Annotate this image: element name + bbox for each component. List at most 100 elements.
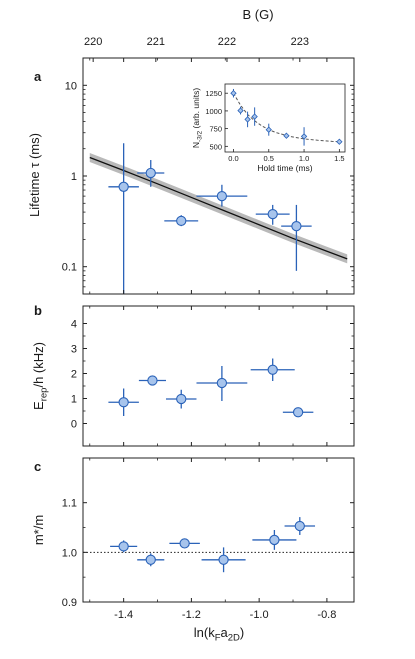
panel-b-frame bbox=[82, 305, 355, 447]
data-marker bbox=[292, 407, 304, 418]
inset-ylabel: N-3/2 (arb. units) bbox=[191, 88, 204, 148]
data-point bbox=[169, 538, 200, 549]
inset-x-tick-label: 1.0 bbox=[299, 154, 309, 163]
data-point bbox=[255, 204, 290, 225]
y-tick-label: 0.9 bbox=[62, 597, 77, 609]
y-tick-label: 1 bbox=[71, 394, 77, 406]
data-point bbox=[137, 553, 165, 567]
data-point bbox=[196, 184, 248, 207]
inset-marker bbox=[265, 126, 272, 133]
data-marker bbox=[145, 167, 156, 179]
data-point bbox=[284, 517, 316, 535]
top-tick-label: 222 bbox=[218, 36, 236, 48]
inset-frame bbox=[224, 83, 346, 153]
data-marker bbox=[176, 393, 187, 405]
top-tick-label: 223 bbox=[291, 36, 309, 48]
data-marker bbox=[216, 190, 228, 202]
data-point bbox=[137, 160, 165, 187]
panel-b-letter: b bbox=[34, 303, 42, 318]
y-tick-label: 0 bbox=[71, 419, 77, 431]
data-marker bbox=[267, 364, 278, 375]
panel-c: c 0.9 1.0 1.1 m*/m bbox=[31, 457, 355, 609]
data-point bbox=[252, 530, 297, 550]
fit-line bbox=[89, 156, 348, 260]
data-point bbox=[281, 204, 312, 271]
inset-y-tick-label: 500 bbox=[209, 142, 222, 151]
x-tick-label: -1.0 bbox=[250, 609, 269, 621]
panel-c-frame bbox=[82, 457, 355, 603]
top-axis: 220 221 222 223 B (G) bbox=[84, 7, 309, 48]
inset-marker bbox=[244, 116, 251, 123]
data-point bbox=[250, 358, 295, 381]
inset-chart: 0.0 0.5 1.0 1.5 500 750 1000 1250 Hold time (ms… bbox=[191, 83, 346, 173]
data-marker bbox=[294, 520, 305, 532]
top-tick-label: 220 bbox=[84, 36, 102, 48]
inset-x-tick-label: 0.5 bbox=[264, 154, 274, 163]
inset-marker bbox=[237, 107, 244, 114]
y-tick-label: 10 bbox=[65, 80, 77, 92]
panel-b: b 0 1 2 3 4 Erep/h (kHz) bbox=[31, 303, 355, 447]
inset-data-point bbox=[265, 123, 272, 136]
inset-data-point bbox=[300, 127, 308, 146]
data-marker bbox=[267, 208, 278, 220]
y-tick-label: 4 bbox=[71, 319, 77, 331]
panel-c-letter: c bbox=[34, 459, 41, 474]
data-marker bbox=[269, 534, 280, 546]
x-tick-label: -1.4 bbox=[114, 609, 133, 621]
data-marker bbox=[218, 554, 229, 565]
y-tick-label: 3 bbox=[71, 344, 77, 356]
data-point bbox=[201, 547, 246, 573]
bottom-axis-title: ln(kFa2D) bbox=[194, 625, 245, 644]
inset-data-point bbox=[237, 106, 244, 115]
panel-a: a 0.1 1 10 Lifetime τ (ms) 0.0 0.5 1.0 1.5 500… bbox=[27, 57, 355, 295]
x-tick-label: -1.2 bbox=[182, 609, 201, 621]
y-tick-label: 2 bbox=[71, 369, 77, 381]
bottom-axis: -1.4 -1.2 -1.0 -0.8 ln(kFa2D) bbox=[114, 609, 336, 644]
panel-a-ylabel: Lifetime τ (ms) bbox=[27, 133, 42, 217]
data-point bbox=[108, 143, 139, 294]
inset-x-tick-label: 1.5 bbox=[334, 154, 344, 163]
inset-data-point bbox=[283, 132, 290, 139]
data-point bbox=[138, 375, 166, 386]
inset-fit-line bbox=[233, 92, 340, 143]
data-point bbox=[108, 388, 139, 416]
inset-data-point bbox=[230, 88, 237, 98]
inset-marker bbox=[230, 90, 237, 97]
inset-y-tick-label: 750 bbox=[209, 125, 222, 134]
panel-b-ylabel: Erep/h (kHz) bbox=[31, 342, 50, 410]
panel-a-letter: a bbox=[34, 69, 42, 84]
data-point bbox=[165, 389, 197, 409]
data-marker bbox=[118, 541, 129, 552]
data-marker bbox=[118, 397, 129, 408]
inset-marker bbox=[300, 133, 308, 140]
data-marker bbox=[176, 215, 187, 227]
inset-data-point bbox=[251, 107, 258, 126]
inset-y-tick-label: 1250 bbox=[205, 89, 222, 98]
x-tick-label: -0.8 bbox=[317, 609, 336, 621]
data-marker bbox=[145, 554, 156, 565]
data-marker bbox=[118, 181, 129, 192]
data-point bbox=[282, 407, 314, 418]
inset-y-tick-label: 1000 bbox=[205, 107, 222, 116]
y-tick-label: 0.1 bbox=[62, 262, 77, 274]
y-tick-label: 1.0 bbox=[62, 547, 77, 559]
inset-marker bbox=[336, 138, 343, 145]
data-marker bbox=[216, 377, 228, 389]
data-point bbox=[164, 215, 199, 227]
data-marker bbox=[147, 375, 158, 386]
y-tick-label: 1 bbox=[71, 171, 77, 183]
panel-a-frame bbox=[82, 57, 355, 295]
data-marker bbox=[291, 220, 302, 232]
top-axis-title: B (G) bbox=[242, 7, 273, 22]
inset-x-tick-label: 0.0 bbox=[228, 154, 238, 163]
top-tick-label: 221 bbox=[147, 36, 165, 48]
inset-xlabel: Hold time (ms) bbox=[257, 163, 312, 173]
data-marker bbox=[179, 538, 190, 549]
panel-c-ylabel: m*/m bbox=[31, 515, 46, 545]
inset-data-point bbox=[244, 111, 251, 128]
inset-data-point bbox=[336, 138, 343, 145]
data-point bbox=[196, 366, 248, 401]
inset-marker bbox=[283, 132, 290, 139]
data-point bbox=[110, 540, 138, 553]
